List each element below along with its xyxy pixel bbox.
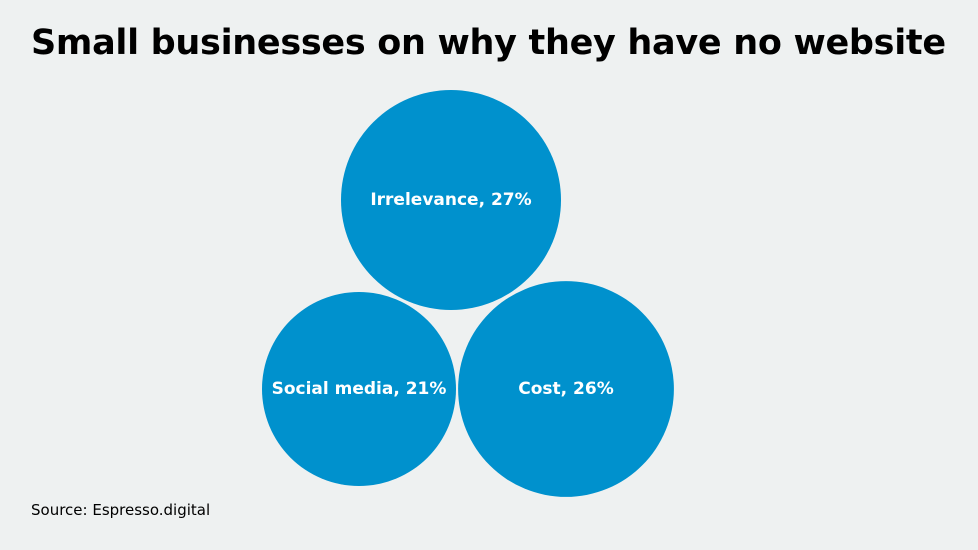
bubble-cost xyxy=(458,281,674,497)
bubble-label-irrelevance: Irrelevance, 27% xyxy=(370,190,531,210)
bubble-irrelevance xyxy=(341,90,561,310)
bubble-label-social-media: Social media, 21% xyxy=(272,379,447,399)
bubble-social-media xyxy=(262,292,456,486)
source-note: Source: Espresso.digital xyxy=(31,501,211,519)
chart-title: Small businesses on why they have no web… xyxy=(31,23,946,63)
bubble-label-cost: Cost, 26% xyxy=(518,379,613,399)
